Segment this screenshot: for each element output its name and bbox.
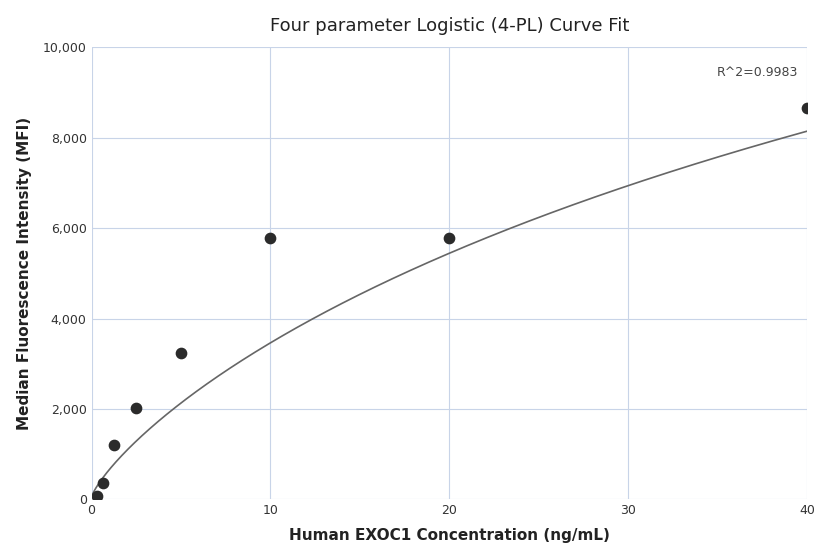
- Point: [264, 233, 277, 242]
- Point: [443, 233, 456, 242]
- Point: [96, 478, 109, 487]
- X-axis label: Human EXOC1 Concentration (ng/mL): Human EXOC1 Concentration (ng/mL): [289, 528, 610, 543]
- Point: [130, 404, 143, 413]
- Point: [175, 348, 188, 357]
- Text: R^2=0.9983: R^2=0.9983: [717, 66, 799, 79]
- Point: [91, 491, 104, 500]
- Point: [107, 441, 121, 450]
- Y-axis label: Median Fluorescence Intensity (MFI): Median Fluorescence Intensity (MFI): [17, 117, 32, 430]
- Title: Four parameter Logistic (4-PL) Curve Fit: Four parameter Logistic (4-PL) Curve Fit: [270, 17, 629, 35]
- Point: [800, 104, 814, 113]
